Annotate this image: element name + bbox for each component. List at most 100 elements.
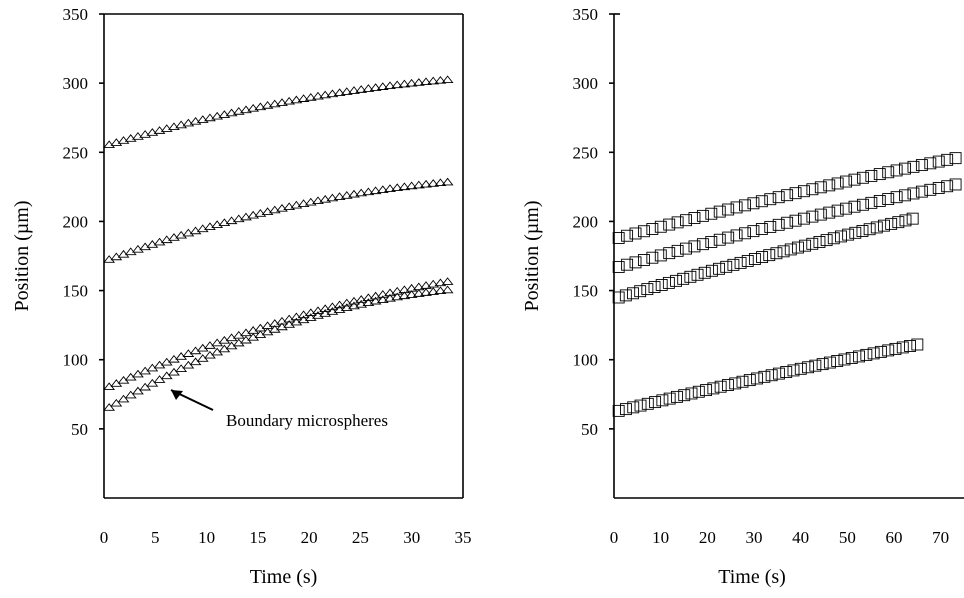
point-0-0-44	[420, 77, 432, 86]
point-0-0-4	[132, 132, 144, 140]
point-0-3-47	[441, 285, 454, 294]
y-tick-label-0-5: 300	[63, 74, 89, 93]
point-1-1-38	[932, 182, 945, 194]
point-0-1-17	[225, 216, 238, 225]
point-1-0-35	[907, 160, 920, 173]
point-1-2-41	[906, 212, 919, 225]
point-1-1-33	[890, 191, 903, 204]
point-0-0-36	[362, 84, 375, 92]
point-0-3-29	[312, 311, 324, 319]
point-1-0-17	[755, 195, 768, 208]
point-0-2-10	[175, 352, 188, 360]
point-1-2-0	[612, 291, 625, 304]
point-1-1-37	[924, 183, 937, 196]
point-0-2-14	[204, 341, 216, 349]
point-0-2-17	[225, 333, 238, 342]
point-0-1-35	[355, 188, 368, 197]
point-0-2-28	[304, 308, 317, 317]
point-0-2-47	[441, 277, 454, 285]
point-0-2-27	[297, 310, 310, 319]
x-tick-label-0-1: 5	[151, 528, 160, 547]
point-0-2-40	[391, 286, 404, 295]
point-1-0-31	[873, 168, 886, 181]
point-1-2-30	[827, 232, 840, 245]
point-1-1-21	[789, 214, 802, 227]
point-1-1-3	[637, 254, 650, 266]
point-0-0-15	[211, 111, 224, 120]
point-1-2-3	[634, 285, 647, 298]
annotation-0: Boundary microspheres	[226, 411, 388, 430]
point-0-0-13	[196, 115, 209, 123]
point-0-3-37	[369, 296, 382, 305]
point-0-1-19	[240, 212, 252, 221]
y-tick-label-0-6: 350	[63, 5, 89, 24]
point-1-3-28	[816, 358, 829, 371]
point-1-3-2	[627, 401, 640, 414]
point-1-3-13	[707, 382, 720, 395]
y-tick-label-1-6: 350	[573, 5, 599, 24]
point-0-2-32	[333, 300, 346, 309]
point-1-3-31	[838, 353, 851, 366]
point-0-1-15	[211, 220, 224, 228]
x-tick-label-1-0: 0	[610, 528, 619, 547]
point-0-0-31	[326, 89, 339, 98]
point-1-2-34	[856, 225, 869, 237]
point-1-0-40	[949, 152, 962, 165]
point-1-2-14	[713, 262, 726, 275]
point-1-3-34	[860, 348, 873, 361]
point-1-2-8	[670, 274, 682, 287]
point-1-1-32	[882, 193, 895, 206]
point-0-1-0	[103, 255, 116, 263]
point-1-1-28	[848, 200, 861, 213]
point-0-1-5	[139, 242, 152, 251]
point-1-3-10	[685, 387, 698, 400]
point-1-2-18	[741, 254, 754, 267]
y-tick-label-1-2: 150	[573, 282, 599, 301]
point-1-0-25	[823, 179, 836, 192]
point-1-0-10	[696, 209, 709, 222]
point-0-3-3	[124, 390, 137, 399]
y-tick-label-1-3: 200	[573, 212, 599, 231]
x-tick-label-1-3: 30	[746, 528, 763, 547]
point-1-1-29	[856, 198, 869, 211]
point-1-1-4	[646, 251, 659, 264]
x-tick-label-0-7: 35	[455, 528, 472, 547]
point-1-2-33	[849, 226, 862, 239]
point-1-2-22	[770, 247, 783, 260]
point-0-1-6	[146, 240, 159, 248]
x-tick-label-1-1: 10	[652, 528, 669, 547]
point-1-3-16	[729, 377, 742, 390]
point-1-1-13	[722, 231, 735, 244]
point-1-0-33	[890, 164, 903, 177]
point-1-2-28	[813, 235, 826, 248]
point-1-0-1	[621, 229, 634, 242]
point-1-2-29	[820, 234, 833, 247]
point-0-0-23	[268, 99, 281, 108]
point-1-3-37	[882, 344, 895, 357]
point-1-1-12	[713, 233, 726, 246]
point-1-0-29	[856, 171, 869, 184]
point-1-2-40	[899, 214, 912, 227]
point-0-1-26	[290, 200, 303, 209]
point-1-1-8	[680, 242, 692, 255]
y-tick-label-1-1: 100	[573, 351, 599, 370]
point-1-1-27	[840, 202, 853, 215]
point-0-1-30	[319, 194, 332, 203]
point-1-0-36	[915, 159, 928, 172]
point-0-1-2	[117, 249, 130, 258]
point-1-3-14	[714, 380, 727, 393]
point-1-2-12	[698, 266, 711, 279]
point-1-0-9	[688, 212, 701, 224]
point-0-1-25	[283, 202, 296, 211]
point-1-2-17	[734, 256, 747, 269]
point-0-3-41	[398, 291, 411, 300]
point-1-3-9	[678, 389, 691, 402]
point-1-0-4	[646, 223, 659, 235]
point-1-3-26	[802, 361, 815, 374]
point-1-2-21	[763, 249, 776, 262]
point-1-2-24	[784, 243, 797, 256]
point-1-3-12	[700, 384, 713, 397]
point-1-0-30	[865, 169, 878, 182]
point-0-0-27	[297, 94, 310, 102]
